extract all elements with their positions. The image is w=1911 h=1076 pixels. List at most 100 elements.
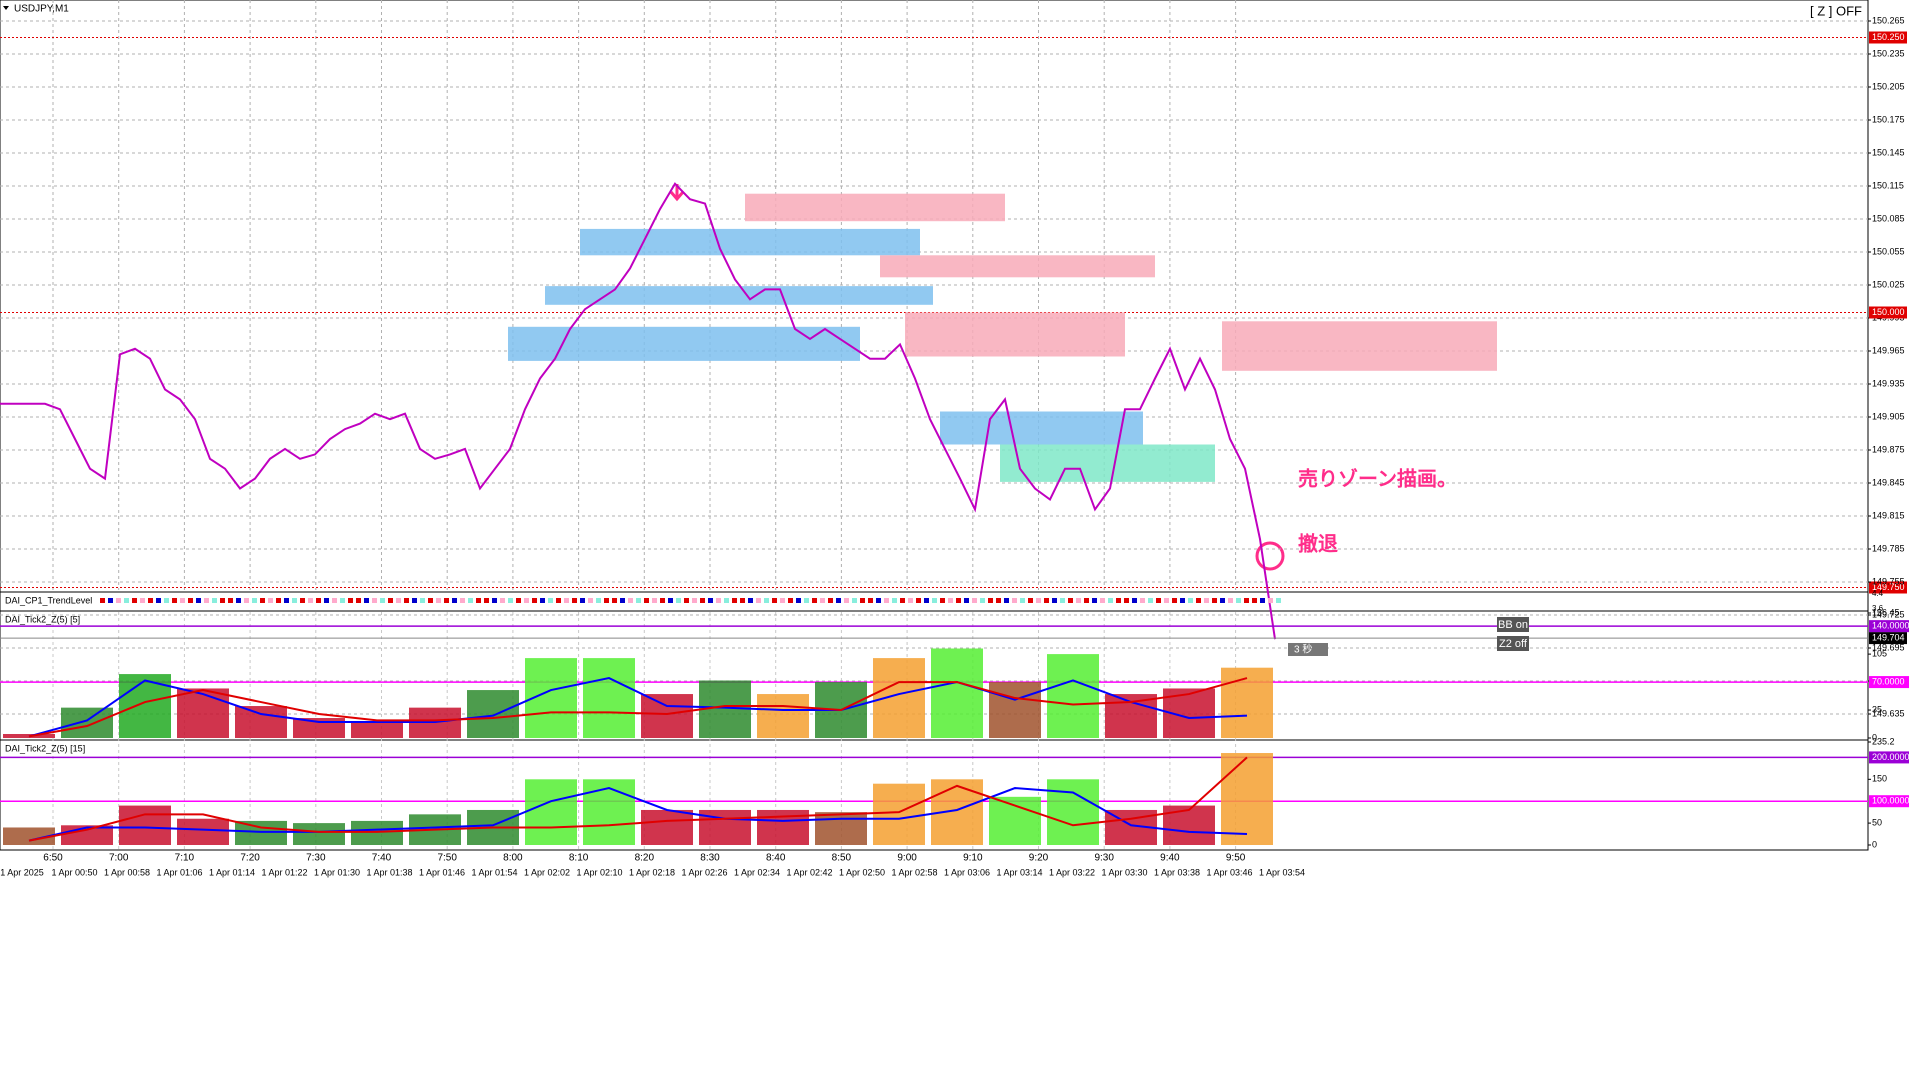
trend-cell (484, 598, 489, 603)
date-label: 1 Apr 2025 (0, 867, 44, 877)
trend-cell (652, 598, 657, 603)
trend-cell (748, 598, 753, 603)
date-label: 1 Apr 02:58 (891, 867, 937, 877)
y-tick-label: 150.175 (1872, 114, 1905, 124)
trend-cell (812, 598, 817, 603)
trend-cell (1212, 598, 1217, 603)
y-tick-label: 150.115 (1872, 180, 1904, 190)
y-tick-label: 150 (1872, 774, 1887, 784)
trend-cell (604, 598, 609, 603)
y-tick-label: 150.145 (1872, 147, 1905, 157)
trend-cell (516, 598, 521, 603)
date-label: 1 Apr 03:46 (1206, 867, 1252, 877)
trend-cell (236, 598, 241, 603)
y-tick-label: 140.0000 (1872, 621, 1910, 631)
trend-cell (156, 598, 161, 603)
date-label: 1 Apr 01:30 (314, 867, 360, 877)
date-label: 1 Apr 03:30 (1101, 867, 1147, 877)
time-label: 8:40 (766, 853, 786, 864)
trend-cell (1140, 598, 1145, 603)
zone (905, 312, 1125, 357)
zone (880, 255, 1155, 278)
trend-cell (428, 598, 433, 603)
trend-cell (620, 598, 625, 603)
indicator-line (28, 756, 1248, 842)
trend-cell (252, 598, 257, 603)
trend-cell (1028, 598, 1033, 603)
trend-cell (1172, 598, 1177, 603)
trend-cell (1268, 598, 1273, 603)
indicator-line (28, 677, 1248, 738)
date-label: 1 Apr 00:50 (51, 867, 97, 877)
trend-cell (780, 598, 785, 603)
trend-cell (540, 598, 545, 603)
time-label: 8:00 (503, 853, 523, 864)
trend-cell (1060, 598, 1065, 603)
button[interactable] (1497, 636, 1529, 651)
zmode-label[interactable]: [ Z ] OFF (1810, 3, 1862, 18)
time-label: 6:50 (43, 853, 63, 864)
y-tick-label: 149.935 (1872, 378, 1905, 388)
trend-cell (668, 598, 673, 603)
trend-cell (1164, 598, 1169, 603)
time-label: 9:40 (1160, 853, 1180, 864)
volume-bar (235, 706, 287, 738)
volume-bar (1047, 779, 1099, 845)
trend-cell (1148, 598, 1153, 603)
trend-cell (268, 598, 273, 603)
trend-cell (980, 598, 985, 603)
date-label: 1 Apr 02:50 (839, 867, 885, 877)
trend-cell (916, 598, 921, 603)
y-tick-label: 149.845 (1872, 477, 1905, 487)
button[interactable] (1497, 617, 1529, 632)
trend-cell (332, 598, 337, 603)
button-label[interactable]: BB on (1498, 619, 1528, 631)
trend-cell (124, 598, 129, 603)
last-price-box (1869, 632, 1907, 645)
trend-cell (1020, 598, 1025, 603)
trend-cell (844, 598, 849, 603)
y-tick-label: 149.785 (1872, 543, 1905, 553)
trend-cell (244, 598, 249, 603)
y-tick-label: 149.725 (1872, 609, 1905, 619)
trend-cell (564, 598, 569, 603)
volume-bar (989, 796, 1041, 845)
trend-cell (468, 598, 473, 603)
y-tick-label: 149.965 (1872, 345, 1905, 355)
volume-bar (583, 658, 635, 738)
date-label: 1 Apr 03:06 (944, 867, 990, 877)
time-label: 8:50 (832, 853, 852, 864)
indicator-line (28, 677, 1248, 738)
trend-cell (1004, 598, 1009, 603)
trend-cell (188, 598, 193, 603)
time-label: 9:00 (897, 853, 917, 864)
trend-cell (692, 598, 697, 603)
trend-cell (1244, 598, 1249, 603)
trend-cell (404, 598, 409, 603)
level-box (1869, 31, 1907, 44)
trend-cell (628, 598, 633, 603)
level-box (1869, 751, 1909, 764)
trend-cell (1180, 598, 1185, 603)
time-label: 9:10 (963, 853, 983, 864)
trend-cell (524, 598, 529, 603)
trend-cell (308, 598, 313, 603)
volume-bar (119, 674, 171, 738)
time-label: 7:00 (109, 853, 129, 864)
trend-cell (1044, 598, 1049, 603)
y-tick-label: 235.2 (1872, 736, 1895, 746)
trend-cell (460, 598, 465, 603)
y-tick-label: 200.0000 (1872, 752, 1910, 762)
time-label: 8:30 (700, 853, 720, 864)
button-label[interactable]: Z2 off (1499, 638, 1528, 650)
trend-cell (988, 598, 993, 603)
date-label: 1 Apr 01:38 (366, 867, 412, 877)
trend-cell (348, 598, 353, 603)
trend-cell (364, 598, 369, 603)
date-label: 1 Apr 01:14 (209, 867, 255, 877)
trend-cell (756, 598, 761, 603)
trend-cell (1100, 598, 1105, 603)
symbol-label: USDJPY,M1 (14, 4, 69, 15)
menu-icon[interactable] (3, 6, 9, 10)
date-label: 1 Apr 01:54 (471, 867, 517, 877)
